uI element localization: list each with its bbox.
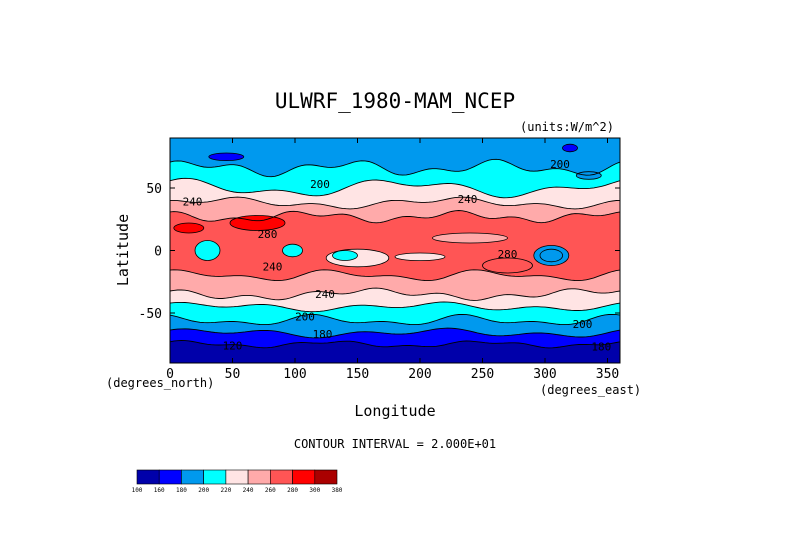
x-tick-label: 0 xyxy=(166,367,174,382)
colorbar-swatch xyxy=(269,469,293,485)
contour-label: 240 xyxy=(263,261,283,274)
x-tick-label: 350 xyxy=(596,367,619,382)
x-tick-label: 250 xyxy=(471,367,494,382)
colorbar-swatch xyxy=(136,469,160,485)
contour-label: 280 xyxy=(498,248,518,261)
contour-label: 240 xyxy=(183,196,203,209)
band-north-polar xyxy=(170,138,620,177)
colorbar-swatch xyxy=(181,469,204,485)
colorbar-level-label: 100 xyxy=(132,487,143,494)
x-unit-note: (degrees_east) xyxy=(540,383,641,397)
contour-label: 120 xyxy=(223,339,243,352)
band-south-deep-pole xyxy=(170,340,620,363)
y-tick-label: -50 xyxy=(139,307,162,322)
contour-label: 200 xyxy=(573,318,593,331)
contour-line xyxy=(170,269,620,282)
y-axis-label: Latitude xyxy=(114,214,132,286)
colorbar-level-label: 200 xyxy=(198,487,209,494)
blob-arctic-cold xyxy=(562,143,578,153)
blob-southeast-pacific-hot xyxy=(482,257,533,274)
blob-amazon-core xyxy=(539,248,564,263)
colorbar-level-label: 220 xyxy=(220,487,231,494)
contour-label: 200 xyxy=(550,158,570,171)
x-tick-label: 150 xyxy=(346,367,369,382)
contour-label: 200 xyxy=(295,311,315,324)
colorbar-swatch xyxy=(247,469,271,485)
x-tick-label: 100 xyxy=(283,367,306,382)
contour-label: 180 xyxy=(313,328,333,341)
y-axis-ticks: 50 0 -50 xyxy=(139,182,620,322)
colorbar-swatch xyxy=(292,469,316,485)
colorbar-level-label: 380 xyxy=(332,487,343,494)
colorbar-swatch xyxy=(158,469,182,485)
colorbar-level-label: 180 xyxy=(176,487,187,494)
blob-maritime-convection xyxy=(332,250,358,261)
chart-title: ULWRF_1980-MAM_NCEP xyxy=(275,89,515,113)
contour-line xyxy=(170,196,620,210)
contour-line xyxy=(170,340,620,349)
colorbar-level-label: 160 xyxy=(154,487,165,494)
x-axis-label: Longitude xyxy=(354,402,435,420)
y-tick-label: 50 xyxy=(146,182,162,197)
band-south-pole xyxy=(170,328,620,348)
contour-line xyxy=(170,158,620,178)
x-tick-label: 300 xyxy=(533,367,556,382)
contour-label: 280 xyxy=(258,228,278,241)
band-north-subpolar xyxy=(170,159,620,198)
x-tick-label: 200 xyxy=(408,367,431,382)
colorbar-level-label: 240 xyxy=(243,487,254,494)
colorbar-level-label: 300 xyxy=(309,487,320,494)
colorbar-level-label: 280 xyxy=(287,487,298,494)
blob-itcz-east-pacific xyxy=(432,232,508,244)
contour-line xyxy=(170,327,620,339)
contour-line xyxy=(170,177,620,199)
units-label: (units:W/m^2) xyxy=(520,120,614,134)
contour-label: 200 xyxy=(310,178,330,191)
colorbar-swatch xyxy=(203,469,227,485)
colorbar-swatch xyxy=(314,469,338,485)
contour-label: 240 xyxy=(315,288,335,301)
blob-west-africa-hot xyxy=(173,222,205,234)
contour-line xyxy=(170,313,620,326)
band-south-mid xyxy=(170,288,620,312)
blob-africa-convection xyxy=(194,240,221,261)
contour-line xyxy=(170,301,620,313)
contour-line xyxy=(170,210,620,224)
blob-indian-convection xyxy=(282,243,303,258)
y-unit-note: (degrees_north) xyxy=(106,376,214,390)
contour-line xyxy=(170,287,620,301)
contour-interval-text: CONTOUR INTERVAL = 2.000E+01 xyxy=(294,437,496,451)
band-south-subpolar xyxy=(170,302,620,325)
y-tick-label: 0 xyxy=(154,245,162,260)
band-north-mid xyxy=(170,178,620,209)
x-axis-ticks: 0 50 100 150 200 250 300 350 xyxy=(166,138,619,382)
blob-north-cold xyxy=(208,152,245,161)
colorbar-level-label: 260 xyxy=(265,487,276,494)
contour-field xyxy=(170,138,620,363)
blob-central-pacific xyxy=(394,252,446,261)
band-north-warm xyxy=(170,197,620,223)
band-south-warm xyxy=(170,269,620,301)
colorbar-swatch xyxy=(225,469,249,485)
colorbar-legend: 100 160 180 200 220 240 260 280 300 380 xyxy=(132,469,343,494)
contour-label: 240 xyxy=(458,193,478,206)
x-tick-label: 50 xyxy=(225,367,241,382)
contour-label: 180 xyxy=(591,341,611,354)
